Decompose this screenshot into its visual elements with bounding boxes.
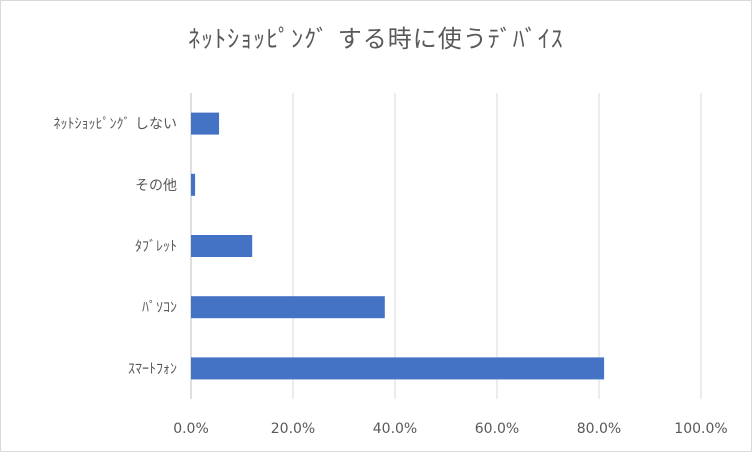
category-label-4: ｽﾏｰﾄﾌｫﾝ: [128, 361, 177, 377]
category-label-1: その他: [135, 178, 177, 194]
bar-2: [191, 235, 253, 257]
x-tick-label-5: 100.0%: [674, 421, 727, 437]
bar-1: [191, 173, 196, 196]
x-tick-label-4: 80.0%: [577, 421, 621, 437]
x-tick-label-3: 60.0%: [475, 421, 519, 437]
chart-title: ﾈｯﾄｼｮｯﾋﾟﾝｸﾞ する時に使うﾃﾞﾊﾞｲｽ: [188, 25, 564, 53]
x-tick-label-0: 0.0%: [173, 421, 209, 437]
category-label-2: ﾀﾌﾞﾚｯﾄ: [135, 239, 177, 255]
bar-3: [191, 296, 385, 319]
category-label-0: ﾈｯﾄｼｮｯﾋﾟﾝｸﾞ しない: [54, 117, 177, 133]
bar-4: [191, 357, 605, 380]
x-tick-label-1: 20.0%: [271, 421, 315, 437]
bar-0: [191, 112, 220, 135]
x-tick-label-2: 40.0%: [373, 421, 417, 437]
category-label-3: ﾊﾟｿｺﾝ: [142, 300, 177, 316]
